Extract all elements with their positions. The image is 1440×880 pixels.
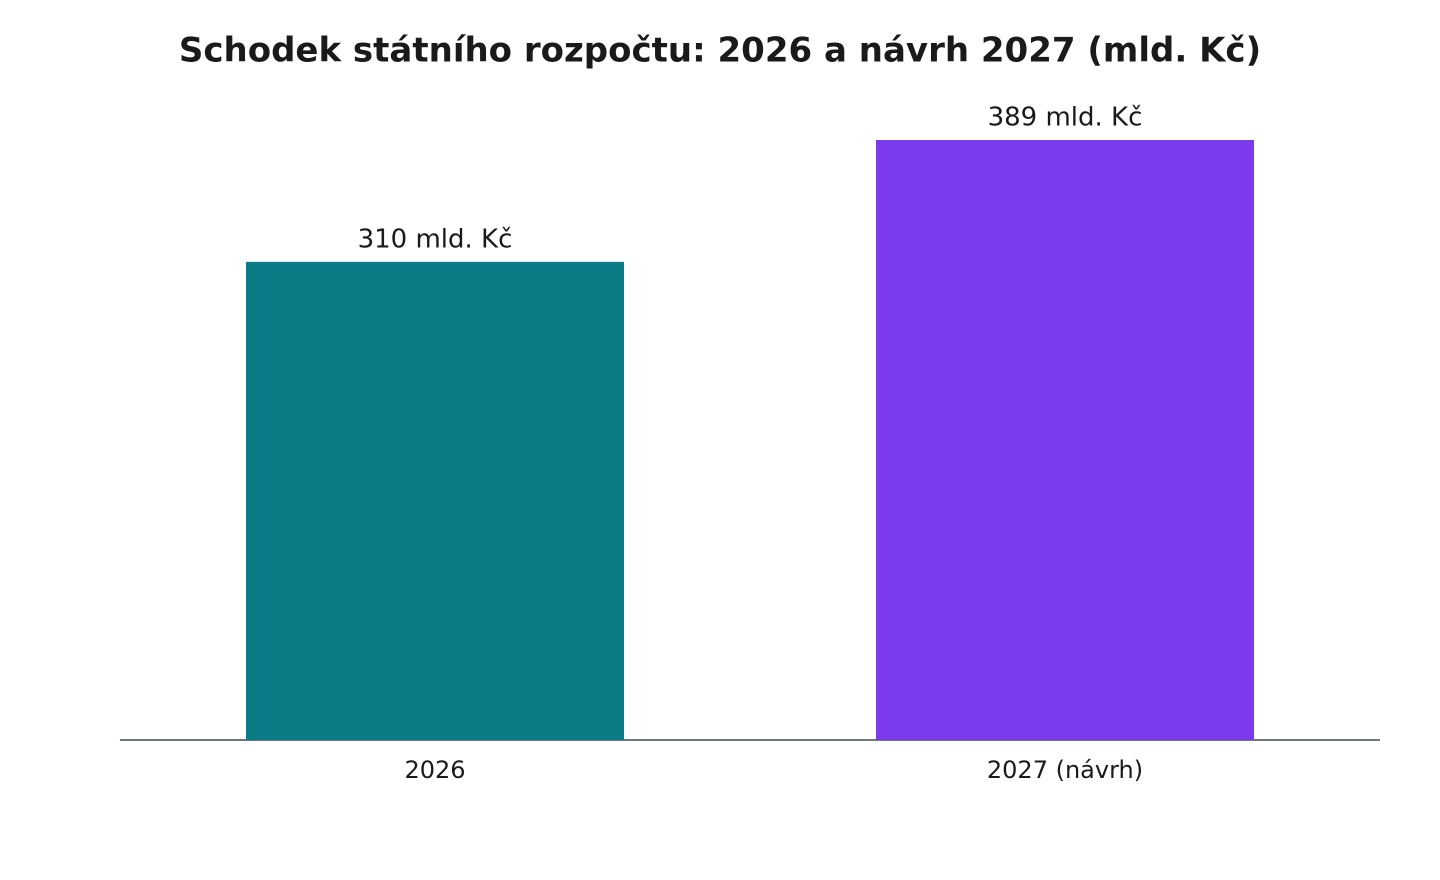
bar <box>876 140 1254 740</box>
value-label: 389 mld. Kč <box>988 103 1143 133</box>
chart-title: Schodek státního rozpočtu: 2026 a návrh … <box>179 31 1261 71</box>
x-tick-label: 2027 (návrh) <box>987 756 1143 784</box>
bar <box>246 261 624 740</box>
value-label: 310 mld. Kč <box>358 224 513 254</box>
x-tick-label: 2026 <box>404 756 465 784</box>
